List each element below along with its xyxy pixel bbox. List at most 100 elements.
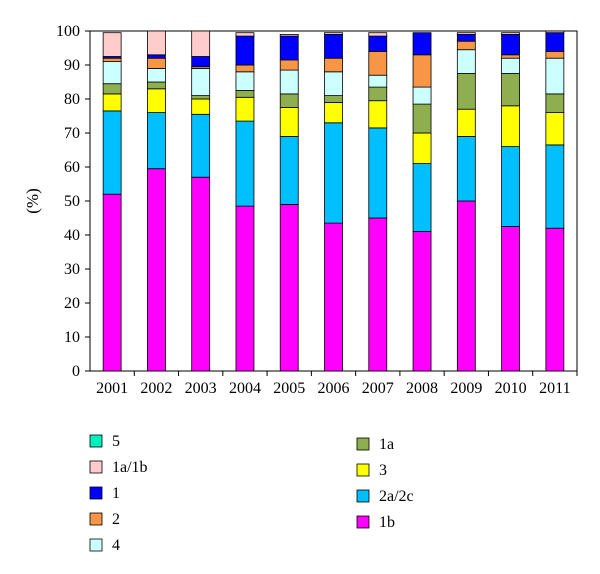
y-tick-label: 20	[64, 295, 80, 312]
bar-segment-1	[412, 32, 432, 56]
x-tick-label: 2003	[185, 380, 217, 397]
bar-segment-4	[545, 57, 565, 95]
bar-segment-3	[147, 88, 166, 114]
bar-segment-1a-1b	[279, 34, 299, 37]
bar-segment-4	[279, 69, 299, 95]
legend-label: 5	[112, 433, 120, 450]
bar-segment-2	[412, 54, 432, 88]
bar-segment-4	[191, 68, 211, 97]
bar-segment-2	[545, 51, 565, 59]
bar-segment-1a-1b	[235, 32, 255, 37]
bar-segment-2	[147, 57, 166, 69]
bar-stack-2002	[147, 30, 166, 372]
bar-segment-1a	[412, 103, 432, 134]
bar-segment-4	[102, 61, 122, 85]
legend-swatch	[356, 437, 370, 451]
bar-segment-1b	[456, 200, 476, 372]
bar-segment-1b	[545, 227, 565, 372]
bar-segment-1a-1b	[501, 32, 520, 35]
legend-item: 1	[89, 485, 120, 502]
bar-stack-2004	[235, 32, 255, 372]
bar-segment-2a-2c	[545, 144, 565, 229]
x-axis: 2001 2002 2003 2004 2005 2006 2007 2008 2009 2010…	[96, 371, 578, 397]
bar-segment-1a-1b	[102, 32, 122, 57]
bar-stack-2006	[324, 32, 343, 372]
legend-swatch	[89, 434, 103, 448]
bar-segment-1b	[368, 217, 388, 372]
bar-segment-2a-2c	[279, 135, 299, 205]
legend-label: 2	[112, 511, 120, 528]
bar-segment-1a-1b	[147, 30, 166, 56]
y-tick-label: 0	[72, 363, 80, 380]
y-tick-label: 80	[64, 91, 80, 108]
y-tick-label: 10	[64, 329, 80, 346]
bar-segment-2a-2c	[324, 122, 343, 224]
bar-segment-3	[545, 112, 565, 146]
legend-label: 2a/2c	[379, 488, 414, 505]
legend-swatch	[356, 515, 370, 529]
bar-segment-4	[412, 86, 432, 105]
y-tick-label: 70	[64, 125, 80, 142]
bar-stack-2010	[501, 32, 520, 372]
legend-swatch	[89, 486, 103, 500]
bar-segment-1a-1b	[545, 30, 565, 34]
bar-segment-2	[368, 51, 388, 76]
bar-segment-1	[545, 32, 565, 52]
y-tick-label: 100	[56, 23, 80, 40]
bar-segment-2	[456, 40, 476, 51]
bar-segment-1a	[324, 95, 343, 103]
legend-swatch	[356, 463, 370, 477]
legend-label: 1b	[379, 514, 395, 531]
bar-segment-2a-2c	[368, 127, 388, 219]
bar-stack-2005	[279, 34, 299, 372]
bar-segment-2	[279, 59, 299, 71]
legend-item: 4	[89, 537, 120, 554]
bar-segment-1b	[191, 176, 211, 372]
x-tick-label: 2001	[96, 380, 128, 397]
bar-stack-2009	[456, 32, 476, 372]
bar-segment-2	[501, 54, 520, 59]
bar-segment-1a	[279, 93, 299, 108]
bar-segment-4	[368, 74, 388, 88]
legend-label: 1	[112, 485, 120, 502]
bar-stack-2008	[412, 32, 432, 372]
bar-segment-1	[368, 35, 388, 52]
bar-segment-3	[324, 102, 343, 124]
bar-segment-1a-1b	[191, 30, 211, 57]
bar-segment-1a-1b	[368, 32, 388, 37]
x-tick-label: 2002	[140, 380, 172, 397]
legend-swatch	[89, 460, 103, 474]
bar-segment-1b	[501, 226, 520, 372]
legend-item: 2a/2c	[356, 488, 414, 505]
bar-segment-1	[456, 34, 476, 42]
bar-segment-1a	[235, 90, 255, 98]
y-tick-label: 30	[64, 261, 80, 278]
bar-segment-2a-2c	[501, 146, 520, 227]
bar-stack-2007	[368, 32, 388, 372]
bar-segment-1b	[102, 193, 122, 372]
legend-label: 3	[379, 462, 387, 479]
bar-segment-2	[102, 57, 122, 63]
x-tick-label: 2009	[450, 380, 482, 397]
bar-segment-2a-2c	[191, 113, 211, 178]
bar-segment-1	[279, 35, 299, 61]
y-axis-title: (%)	[23, 188, 42, 213]
bar-segment-4	[324, 71, 343, 97]
bar-segment-1	[501, 34, 520, 56]
bar-segment-1b	[279, 203, 299, 372]
bar-segment-2a-2c	[235, 120, 255, 207]
legend: 5 1a/1b 1 2 4 1a 3 2a/2c 1b	[89, 433, 414, 554]
bar-segment-3	[102, 93, 122, 112]
x-tick-label: 2010	[495, 380, 527, 397]
bar-segment-3	[368, 100, 388, 129]
bar-segment-3	[456, 108, 476, 137]
x-tick-label: 2005	[273, 380, 305, 397]
legend-item: 1b	[356, 514, 395, 531]
x-tick-label: 2007	[362, 380, 394, 397]
legend-label: 1a/1b	[112, 459, 148, 476]
bar-segment-3	[191, 98, 211, 115]
bar-segment-2a-2c	[102, 110, 122, 195]
legend-label: 1a	[379, 436, 394, 453]
bar-segment-1	[191, 56, 211, 68]
